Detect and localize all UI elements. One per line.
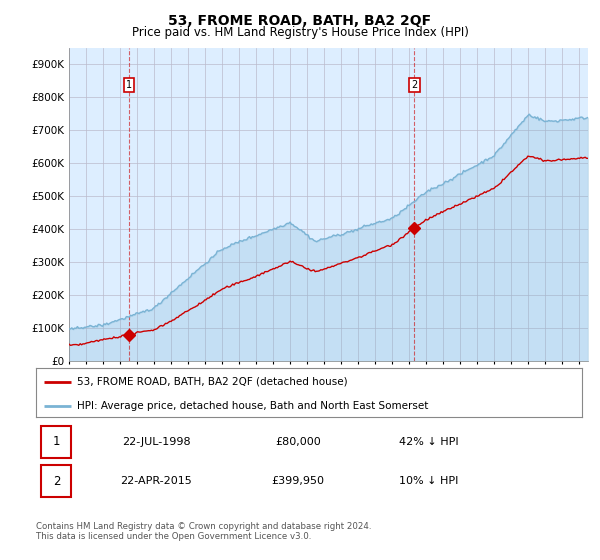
FancyBboxPatch shape xyxy=(41,465,71,497)
Text: 53, FROME ROAD, BATH, BA2 2QF: 53, FROME ROAD, BATH, BA2 2QF xyxy=(169,14,431,28)
Text: 2: 2 xyxy=(53,474,60,488)
Text: HPI: Average price, detached house, Bath and North East Somerset: HPI: Average price, detached house, Bath… xyxy=(77,402,428,412)
Text: 1: 1 xyxy=(127,80,133,90)
FancyBboxPatch shape xyxy=(41,426,71,458)
Text: Price paid vs. HM Land Registry's House Price Index (HPI): Price paid vs. HM Land Registry's House … xyxy=(131,26,469,39)
Text: 10% ↓ HPI: 10% ↓ HPI xyxy=(400,476,459,486)
Text: 22-JUL-1998: 22-JUL-1998 xyxy=(122,437,190,447)
Text: £399,950: £399,950 xyxy=(272,476,325,486)
Text: 42% ↓ HPI: 42% ↓ HPI xyxy=(400,437,459,447)
Text: 1: 1 xyxy=(53,435,60,449)
Text: 53, FROME ROAD, BATH, BA2 2QF (detached house): 53, FROME ROAD, BATH, BA2 2QF (detached … xyxy=(77,377,347,387)
Text: 2: 2 xyxy=(412,80,418,90)
Text: 22-APR-2015: 22-APR-2015 xyxy=(120,476,192,486)
Text: £80,000: £80,000 xyxy=(275,437,321,447)
Text: Contains HM Land Registry data © Crown copyright and database right 2024.
This d: Contains HM Land Registry data © Crown c… xyxy=(36,522,371,542)
